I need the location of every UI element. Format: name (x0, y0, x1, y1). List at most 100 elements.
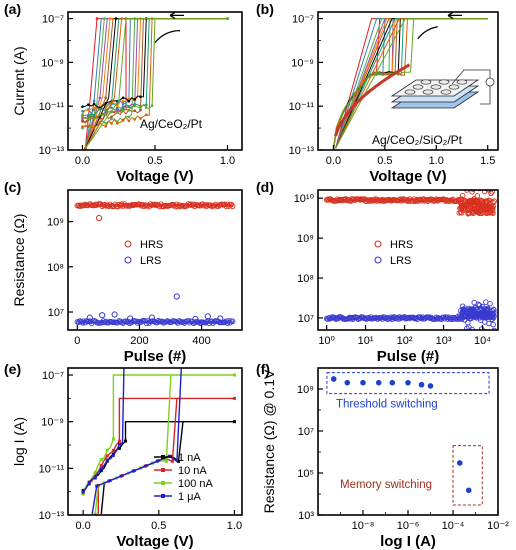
resistance-point (465, 487, 472, 494)
iv-point (114, 17, 118, 20)
iv-point (99, 467, 103, 471)
lrs-cluster-point (467, 310, 473, 316)
iv-point (121, 102, 125, 106)
iv-point (92, 99, 96, 103)
iv-point (107, 479, 111, 483)
lrs-outlier (148, 314, 155, 321)
resistance-point (360, 379, 366, 386)
iv-point (139, 106, 142, 110)
iv-point (92, 102, 96, 106)
iv-point (110, 110, 113, 113)
hrs-point (489, 190, 495, 195)
plot-area (326, 372, 490, 506)
x-tick-label: 0 (74, 335, 80, 347)
fit-envelope (334, 63, 411, 137)
iv-curve (82, 18, 228, 149)
x-tick-label: 1.0 (220, 155, 235, 167)
plot-area (81, 368, 236, 515)
y-tick-label: 10⁸ (297, 273, 314, 285)
iv-point (139, 117, 142, 120)
iv-point (87, 103, 90, 106)
iv-point (133, 98, 136, 101)
iv-point (117, 442, 121, 446)
lrs-point (475, 301, 482, 308)
y-tick-label: 10¹⁰ (294, 193, 315, 205)
y-tick-label: 10⁹ (297, 384, 314, 396)
iv-point (98, 96, 102, 100)
lrs-outlier (127, 315, 134, 322)
hrs-point (477, 190, 482, 192)
iv-point (133, 104, 136, 108)
resistance-point (405, 379, 411, 386)
iv-point (104, 106, 107, 109)
x-tick-label: 200 (130, 335, 148, 347)
x-tick-label: 10⁻² (487, 520, 509, 532)
iv-point (133, 109, 136, 112)
x-tick-label: 10⁻⁸ (352, 520, 375, 532)
legend-label: 1 μA (178, 491, 202, 503)
y-tick-label: 10⁹ (297, 233, 314, 245)
legend-label-lrs: LRS (140, 255, 161, 267)
iv-point (81, 120, 84, 123)
lrs-outlier (111, 311, 118, 318)
x-tick-label: 10² (397, 335, 413, 347)
lrs-cluster-point (478, 310, 484, 316)
x-tick-label: 10⁰ (318, 335, 335, 347)
legend-label-hrs: HRS (390, 239, 413, 251)
electrode-pad (404, 89, 416, 95)
lrs-cluster-point (472, 306, 478, 312)
hrs-point (470, 190, 476, 192)
device-annotation: Ag/CeO₂/SiO₂/Pt (372, 133, 463, 147)
electrode-pad (412, 84, 424, 90)
iv-point (133, 102, 136, 106)
y-tick-label: 10⁻⁹ (41, 417, 64, 429)
hrs-cluster-point (481, 209, 488, 215)
iv-point (95, 484, 99, 488)
panel-d: HRS LRS 10⁰ 10¹ 10² 10³ 10⁴ 10⁷ 10⁸ 10⁹ 10¹⁰ Pulse … (256, 179, 499, 365)
axes-frame (317, 11, 499, 151)
iv-point (116, 106, 119, 110)
lrs-outlier (86, 314, 93, 321)
lrs-point (487, 300, 493, 307)
x-tick-label: 10⁻⁴ (442, 520, 465, 532)
iv-point (133, 118, 136, 121)
y-axis-label: Resistance (Ω) @ 0.1V (261, 369, 277, 513)
lrs-point (476, 302, 483, 309)
resistance-point (456, 460, 463, 466)
iv-point (121, 105, 125, 108)
iv-point (123, 439, 127, 443)
iv-point (143, 464, 147, 468)
legend-label-lrs: LRS (390, 255, 411, 267)
iv-point (232, 396, 236, 400)
x-axis-label: Voltage (V) (116, 533, 193, 550)
iv-point (92, 106, 96, 109)
iv-point (116, 121, 119, 125)
iv-point (99, 469, 103, 473)
hrs-cluster-point (466, 210, 472, 217)
lrs-cluster-point (471, 307, 477, 313)
iv-point (95, 17, 99, 20)
y-tick-label: 10⁷ (298, 313, 314, 325)
iv-curve (82, 18, 228, 149)
legend-marker (161, 468, 165, 472)
plot-area (81, 12, 229, 150)
panel-f: Threshold switching Memory switching 10⁻⁸ 1… (256, 361, 509, 550)
lrs-outlier (204, 313, 211, 320)
axes-frame (317, 189, 499, 331)
hrs-cluster-point (459, 205, 465, 211)
y-tick-label: 10⁻⁹ (291, 57, 314, 69)
x-tick-label: 0.5 (151, 520, 166, 532)
lrs-cluster-point (462, 308, 468, 314)
iv-point (119, 474, 123, 478)
lrs-point (329, 314, 335, 320)
iv-curve (332, 18, 488, 149)
iv-point (99, 458, 103, 462)
y-tick-label: 10⁷ (298, 426, 314, 438)
hrs-cluster-point (469, 199, 475, 206)
iv-point (111, 453, 115, 457)
lrs-cluster-point (490, 306, 497, 312)
threshold-box (326, 372, 490, 395)
hrs-band (326, 198, 495, 202)
source-symbol (485, 77, 495, 87)
